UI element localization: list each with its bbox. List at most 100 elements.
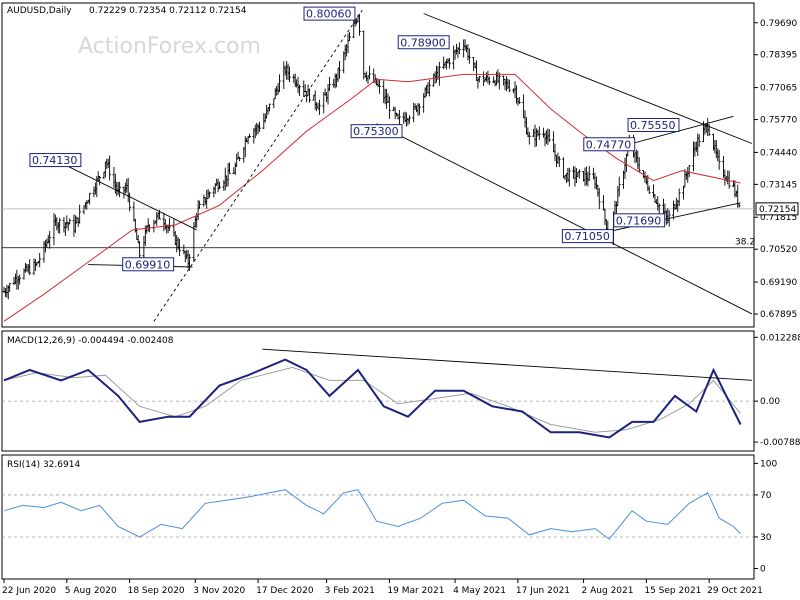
trendline <box>423 13 753 144</box>
time-axis-label: 19 Mar 2021 <box>387 586 444 596</box>
price-label: 0.80060 <box>303 6 356 21</box>
time-axis-label: 2 Aug 2021 <box>582 586 634 596</box>
price-axis-label: 0.69190 <box>760 278 797 288</box>
price-label-text: 0.74770 <box>586 138 632 151</box>
watermark: ActionForex.com <box>78 34 261 59</box>
ohlc-bar <box>8 282 12 292</box>
price-label-text: 0.80060 <box>306 8 352 21</box>
rsi-reference-lines <box>2 494 754 538</box>
price-axis-label: 0.67895 <box>760 310 797 320</box>
ohlc-bar <box>28 259 32 276</box>
price-reference-lines: 38.2 <box>2 208 755 249</box>
ohlc-bar <box>338 61 341 79</box>
ohlc-bar <box>697 134 701 147</box>
price-axis-label: 0.71815 <box>760 213 797 223</box>
price-label: 0.75300 <box>350 124 403 139</box>
ohlc-bar <box>677 188 681 206</box>
price-label: 0.69910 <box>122 257 175 272</box>
trendline <box>55 159 197 231</box>
price-label: 0.74770 <box>583 137 636 152</box>
ohlc-bar <box>727 170 731 189</box>
ohlc-bar <box>188 254 191 271</box>
price-label: 0.75550 <box>627 117 680 132</box>
ohlc-bar <box>38 253 42 268</box>
ohlc-bar <box>637 157 641 173</box>
ohlc-bar <box>617 176 621 197</box>
ohlc-bar <box>218 181 221 190</box>
ohlc-bar <box>577 169 581 179</box>
macd-trendline <box>262 348 753 381</box>
ohlc-bar <box>118 181 122 198</box>
ohlc-bar <box>408 115 411 124</box>
ohlc-bar <box>258 121 261 132</box>
price-axis-label: 0.77065 <box>760 84 797 94</box>
price-label-box <box>122 257 175 272</box>
time-axis-label: 4 May 2021 <box>453 586 506 596</box>
rsi-pane-frame <box>1 454 755 580</box>
price-axis-label: 0.70520 <box>760 245 797 255</box>
ohlc-bar <box>647 185 651 194</box>
ohlc-bar <box>268 103 271 112</box>
macd-axis: 0.012288 0.00 -0.007887 <box>754 333 800 448</box>
price-header-values: 0.72229 0.72354 0.72112 0.72154 <box>89 6 247 16</box>
macd-header-label: MACD(12,26,9) -0.004494 -0.002408 <box>7 336 174 346</box>
ohlc-bar <box>717 150 721 170</box>
moving-average-line <box>3 73 741 322</box>
ohlc-bar <box>547 129 551 142</box>
price-axis-label: 0.74440 <box>760 148 797 158</box>
ohlc-bar <box>388 96 391 119</box>
macd-axis-label: -0.007887 <box>760 438 800 448</box>
last-price-label: 0.72154 <box>759 205 796 215</box>
macd-pane-frame <box>1 330 755 452</box>
price-axis-label: 0.79690 <box>760 19 797 29</box>
time-axis-label: 15 Sep 2021 <box>644 586 701 596</box>
ohlc-bar <box>298 84 301 96</box>
ohlc-bar <box>88 192 92 205</box>
dashed-trendline <box>153 9 363 322</box>
time-axis-label: 5 Aug 2020 <box>65 586 117 596</box>
ohlc-bar <box>178 239 181 256</box>
ohlc-bar <box>737 203 741 208</box>
price-label: 0.71690 <box>613 213 666 228</box>
ohlc-bar <box>457 42 461 55</box>
price-label-text: 0.71050 <box>564 230 610 243</box>
price-label-box <box>29 153 82 168</box>
rsi-axis-label: 70 <box>760 491 772 501</box>
time-axis-label: 18 Sep 2020 <box>128 586 185 596</box>
ohlc-bar <box>328 76 331 92</box>
price-label-box <box>627 117 680 132</box>
ohlc-bar <box>527 131 531 145</box>
ohlc-bar <box>417 103 421 116</box>
ohlc-bar <box>378 79 381 94</box>
ohlc-bar <box>497 72 501 90</box>
rsi-header-label: RSI(14) 32.6914 <box>7 460 80 470</box>
price-label-box <box>583 137 636 152</box>
time-axis-label: 3 Nov 2020 <box>193 586 245 596</box>
ohlc-bar <box>517 97 521 105</box>
ohlc-bar <box>78 204 82 224</box>
ohlc-bar <box>368 65 371 80</box>
ohlc-bar <box>687 164 691 178</box>
ohlc-bar <box>198 200 201 209</box>
price-axis: 0.79690 0.78395 0.77065 0.75770 0.74440 0.731… <box>754 19 799 320</box>
moving-average-series <box>3 73 741 322</box>
ohlc-bar <box>68 218 72 225</box>
ohlc-bar <box>318 99 321 115</box>
price-label-text: 0.75550 <box>630 119 676 132</box>
price-label-text: 0.75300 <box>353 125 399 138</box>
ohlc-bar <box>477 75 481 83</box>
time-axis-label: 17 Jun 2021 <box>516 586 570 596</box>
price-label-box <box>561 229 614 244</box>
price-label-box <box>350 124 403 139</box>
ohlc-bar <box>248 133 251 139</box>
trendline <box>376 123 753 315</box>
ohlc-bar <box>567 167 571 187</box>
price-label-text: 0.74130 <box>32 154 78 167</box>
price-axis-label: 0.73145 <box>760 180 797 190</box>
ohlc-bar <box>228 162 231 174</box>
macd-axis-label: 0.00 <box>760 397 780 407</box>
price-axis-label: 0.75770 <box>760 116 797 126</box>
ohlc-bar <box>427 79 431 97</box>
